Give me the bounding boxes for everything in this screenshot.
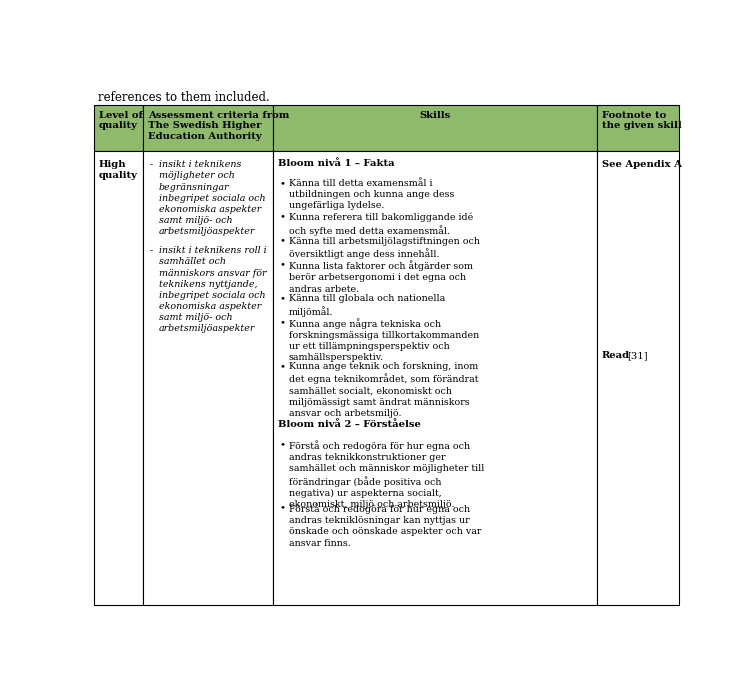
Text: •: • [280, 237, 286, 246]
Text: Känna till arbetsmiljölagstiftningen och
översiktligt ange dess innehåll.: Känna till arbetsmiljölagstiftningen och… [289, 237, 480, 259]
Text: Level of
quality: Level of quality [99, 111, 143, 130]
Text: Känna till detta examensmål i
utbildningen och kunna ange dess
ungefärliga lydel: Känna till detta examensmål i utbildning… [289, 179, 454, 210]
Text: Förstå och redogöra för hur egna och
andras teknikkonstruktioner ger
samhället o: Förstå och redogöra för hur egna och and… [289, 440, 484, 509]
Text: references to them included.: references to them included. [98, 91, 270, 104]
Bar [273, 151, 597, 606]
Text: •: • [280, 295, 286, 303]
Text: -: - [149, 160, 152, 169]
Text: Assessment criteria from
The Swedish Higher
Education Authority: Assessment criteria from The Swedish Hig… [148, 111, 289, 141]
Text: •: • [280, 440, 286, 449]
Text: insikt i teknikens roll i
samhället och
människors ansvar för
teknikens nyttjand: insikt i teknikens roll i samhället och … [158, 246, 266, 333]
Text: •: • [280, 179, 286, 188]
Text: -: - [149, 246, 152, 255]
Text: Känna till globala och nationella
miljömål.: Känna till globala och nationella miljöm… [289, 295, 445, 316]
Text: Read: Read [602, 351, 630, 360]
Text: High
quality: High quality [99, 160, 138, 181]
Text: •: • [280, 318, 286, 327]
Bar [273, 105, 597, 151]
Bar [94, 105, 143, 151]
Text: •: • [280, 213, 286, 222]
Text: •: • [280, 261, 286, 269]
Text: insikt i teknikens
möjligheter och
begränsningar
inbegripet sociala och
ekonomis: insikt i teknikens möjligheter och begrä… [158, 160, 265, 236]
Text: Bloom nivå 2 – Förståelse: Bloom nivå 2 – Förståelse [278, 420, 421, 429]
Bar [597, 105, 679, 151]
Text: [31]: [31] [627, 351, 647, 360]
Text: Footnote to
the given skill: Footnote to the given skill [602, 111, 682, 130]
Bar [143, 151, 273, 606]
Text: Kunna referera till bakomliggande idé
och syfte med detta examensmål.: Kunna referera till bakomliggande idé oc… [289, 213, 473, 235]
Bar [143, 105, 273, 151]
Text: Kunna ange några tekniska och
forskningsmässiga tillkortakommanden
ur ett tilläm: Kunna ange några tekniska och forsknings… [289, 318, 479, 362]
Bar [597, 151, 679, 606]
Text: Kunna lista faktorer och åtgärder som
berör arbetsergonomi i det egna och
andras: Kunna lista faktorer och åtgärder som be… [289, 261, 473, 293]
Text: Bloom nivå 1 – Fakta: Bloom nivå 1 – Fakta [278, 159, 394, 168]
Text: Kunna ange teknik och forskning, inom
det egna teknikområdet, som förändrat
samh: Kunna ange teknik och forskning, inom de… [289, 362, 478, 417]
Text: •: • [280, 362, 286, 371]
Text: Förstå och redogöra för hur egna och
andras tekniklösningar kan nyttjas ur
önska: Förstå och redogöra för hur egna och and… [289, 503, 481, 548]
Text: •: • [280, 503, 286, 512]
Text: Skills: Skills [420, 111, 451, 120]
Text: See Apendix A: See Apendix A [602, 160, 682, 169]
Bar [94, 151, 143, 606]
